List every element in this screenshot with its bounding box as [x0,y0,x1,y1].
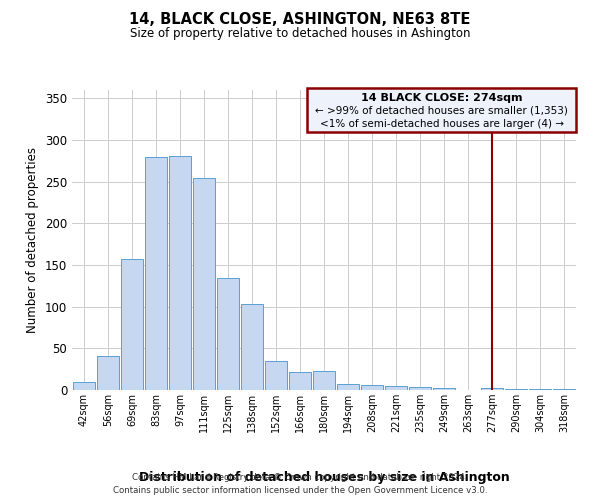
Y-axis label: Number of detached properties: Number of detached properties [26,147,40,333]
Bar [121,259,143,390]
Bar [217,278,239,390]
Bar [169,156,191,390]
Bar [433,388,455,390]
Bar [241,304,263,390]
Bar [553,389,575,390]
Text: Size of property relative to detached houses in Ashington: Size of property relative to detached ho… [130,28,470,40]
Bar [481,388,503,390]
Bar [385,386,407,390]
Text: Contains public sector information licensed under the Open Government Licence v3: Contains public sector information licen… [113,486,487,495]
Text: <1% of semi-detached houses are larger (4) →: <1% of semi-detached houses are larger (… [320,119,563,129]
Text: Contains HM Land Registry data © Crown copyright and database right 2024.: Contains HM Land Registry data © Crown c… [132,472,468,482]
Bar [337,384,359,390]
Bar [97,356,119,390]
Bar [289,372,311,390]
Bar [505,389,527,390]
Bar [265,361,287,390]
Bar [361,385,383,390]
Bar [73,382,95,390]
X-axis label: Distribution of detached houses by size in Ashington: Distribution of detached houses by size … [139,471,509,484]
Text: 14, BLACK CLOSE, ASHINGTON, NE63 8TE: 14, BLACK CLOSE, ASHINGTON, NE63 8TE [130,12,470,28]
Text: ← >99% of detached houses are smaller (1,353): ← >99% of detached houses are smaller (1… [315,106,568,116]
Bar [529,389,551,390]
Bar [313,371,335,390]
FancyBboxPatch shape [307,88,576,132]
Text: 14 BLACK CLOSE: 274sqm: 14 BLACK CLOSE: 274sqm [361,93,523,103]
Bar [193,178,215,390]
Bar [409,386,431,390]
Bar [145,156,167,390]
